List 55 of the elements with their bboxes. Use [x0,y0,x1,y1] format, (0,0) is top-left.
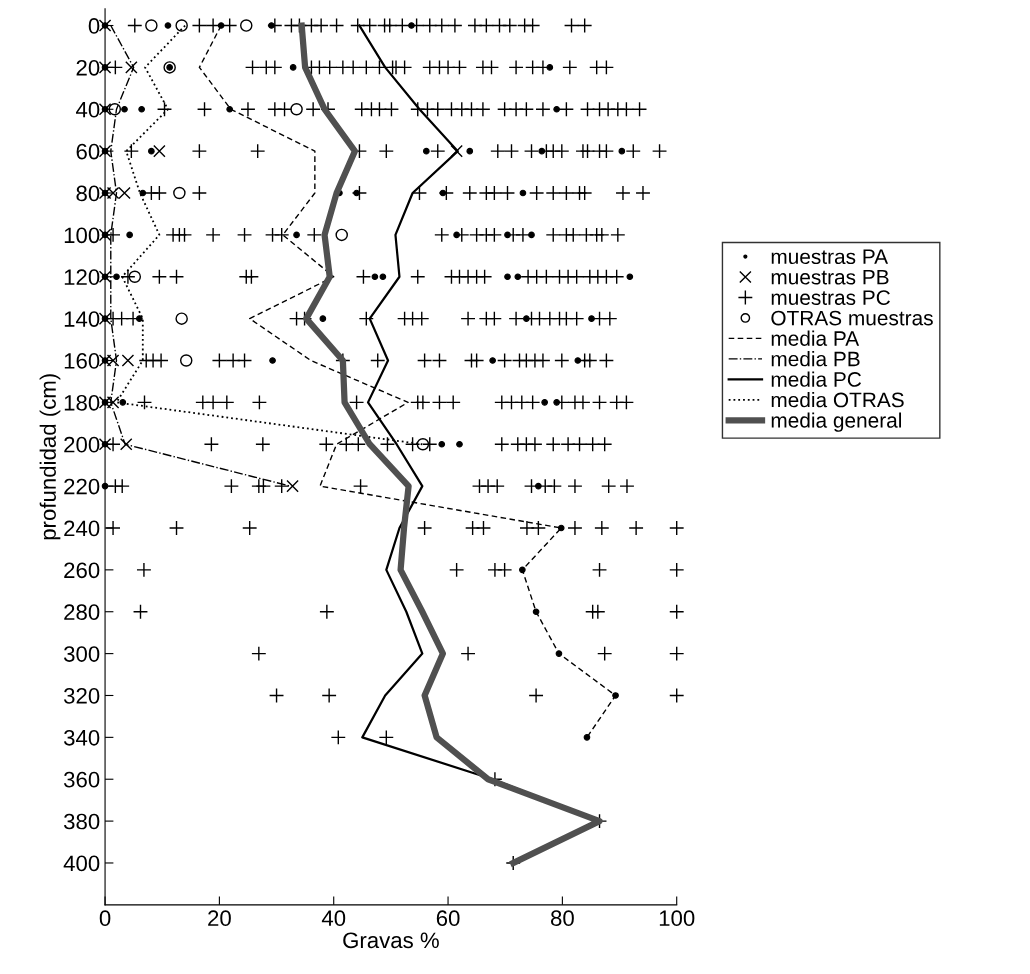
point [240,19,253,32]
legend-label: muestras PC [771,290,890,305]
y-tick-label: 180 [64,394,100,411]
point [145,19,158,32]
y-axis-title: profundidad (cm) [39,374,61,540]
y-tick-label: 100 [64,227,100,244]
legend-label: media PB [771,351,860,367]
y-tick-label: 400 [63,855,100,872]
x-tick-label: 60 [436,910,460,927]
y-tick-label: 280 [64,604,100,621]
legend-label: media OTRAS [771,391,904,408]
legend-label: muestras PB [771,269,889,285]
point [175,312,188,325]
y-tick-label: 220 [64,478,100,495]
point [153,144,166,158]
y-tick-label: 300 [63,646,100,662]
point [286,479,299,493]
point [128,270,142,284]
y-tick-label: 320 [63,688,100,704]
x-tick-label: 20 [208,910,231,927]
y-tick-label: 140 [64,311,100,327]
y-tick-label: 340 [63,729,100,746]
point [173,186,186,200]
legend-label: muestras PA [771,249,889,265]
y-tick-label: 120 [64,269,100,286]
y-tick-label: 80 [76,185,100,202]
x-axis-title: Gravas % [343,932,439,949]
x-tick-label: 40 [321,910,346,927]
x-tick-label: 0 [99,910,111,927]
point [175,19,188,32]
y-tick-label: 60 [76,143,100,160]
x-tick-label: 80 [550,910,574,927]
y-tick-label: 0 [88,18,100,34]
point [179,354,193,367]
y-tick-label: 380 [63,813,100,830]
x-tick-label: 100 [659,910,695,927]
point [290,103,303,116]
y-tick-label: 40 [75,101,100,118]
y-tick-label: 360 [63,771,100,788]
point [450,144,463,158]
point [121,354,135,367]
legend-label: media general [771,412,901,432]
legend-label: media PA [771,330,860,346]
y-tick-label: 260 [64,562,100,579]
point [416,437,430,451]
y-tick-label: 20 [76,59,100,76]
y-tick-label: 240 [64,520,100,537]
y-tick-label: 200 [64,436,100,453]
legend-label: OTRAS muestras [771,310,933,326]
point [119,437,133,451]
legend-label: media PC [771,371,862,387]
point [335,228,348,242]
y-tick-label: 160 [64,353,100,369]
point [125,61,138,74]
point [108,103,122,116]
